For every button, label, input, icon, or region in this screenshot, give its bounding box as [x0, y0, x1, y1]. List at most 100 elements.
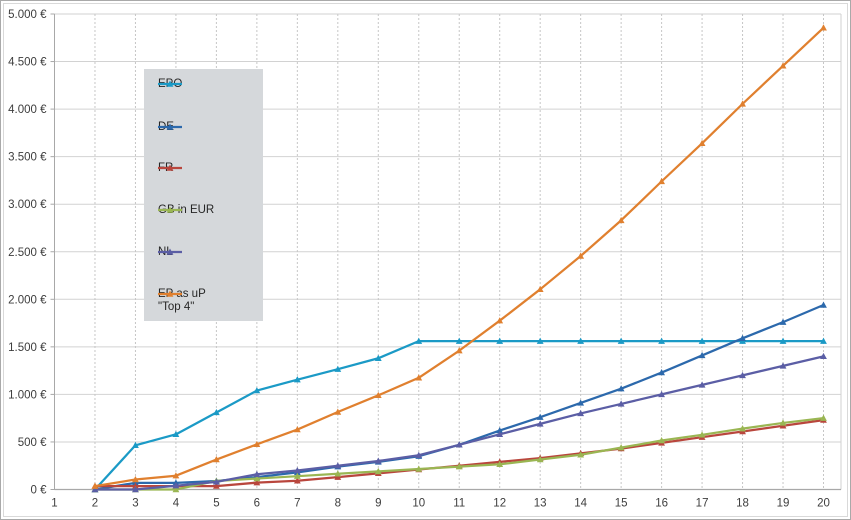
data-point-marker: [132, 482, 139, 489]
y-axis-label: 1.500 €: [8, 342, 47, 354]
legend-label-line: GB in EUR: [158, 204, 215, 216]
y-axis-label: 4.500 €: [8, 57, 47, 69]
x-axis-label: 13: [534, 498, 547, 510]
x-axis-label: 1: [51, 498, 57, 510]
x-axis-label: 20: [817, 498, 830, 510]
y-axis-label: 4.000 €: [8, 104, 47, 116]
data-point-marker: [698, 431, 706, 438]
chart-legend: EPO DE FR GB in EUR NL EP as uP"Top 4": [144, 69, 263, 321]
data-point-marker: [536, 285, 544, 293]
data-point-marker: [166, 123, 174, 130]
data-point-marker: [739, 425, 746, 432]
data-point-marker: [166, 164, 174, 171]
data-point-marker: [334, 470, 342, 477]
legend-key-icon: [158, 123, 182, 130]
data-point-marker: [166, 248, 174, 255]
data-point-marker: [617, 337, 625, 344]
axes: [54, 14, 841, 491]
y-axis-label: 0 €: [31, 485, 48, 497]
legend-item-gb-in-eur: GB in EUR: [158, 204, 214, 217]
data-point-marker: [658, 177, 666, 185]
y-axis-label: 3.500 €: [8, 152, 47, 164]
data-point-marker: [577, 399, 585, 406]
data-point-marker: [820, 352, 827, 360]
data-point-marker: [293, 376, 301, 383]
data-point-marker: [496, 430, 504, 438]
data-point-marker: [617, 400, 625, 407]
legend-key-icon: [158, 290, 182, 297]
series-line: [94, 418, 824, 488]
data-point-marker: [293, 466, 301, 474]
x-axis-label: 9: [375, 498, 381, 510]
data-point-marker: [536, 420, 544, 427]
legend-label-line: "Top 4": [158, 301, 195, 313]
data-point-marker: [698, 139, 706, 147]
data-point-marker: [577, 451, 585, 458]
x-axis-label: 4: [173, 498, 180, 510]
data-point-marker: [334, 408, 342, 415]
x-axis-label: 5: [213, 498, 219, 510]
data-point-marker: [658, 337, 666, 344]
data-point-marker: [617, 444, 625, 451]
legend-item-nl: NL: [158, 246, 182, 259]
data-point-marker: [455, 347, 463, 354]
data-point-marker: [820, 414, 827, 421]
data-point-marker: [212, 482, 220, 489]
x-axis-label: 8: [335, 498, 341, 510]
data-point-marker: [334, 473, 342, 480]
data-point-marker: [172, 472, 180, 479]
y-axis-label: 2.500 €: [8, 247, 47, 259]
data-point-marker: [658, 390, 666, 398]
data-point-marker: [779, 318, 787, 325]
data-point-marker: [253, 475, 261, 482]
data-point-marker: [415, 337, 423, 344]
data-point-marker: [698, 351, 706, 359]
legend-key-icon: [158, 80, 182, 87]
data-point-marker: [820, 24, 827, 31]
y-axis-label: 5.000 €: [8, 9, 47, 21]
legend-item-ep-as-up-top-4: EP as uP "Top 4": [158, 288, 206, 314]
data-point-marker: [253, 479, 261, 486]
data-point-marker: [577, 252, 585, 259]
legend-key-icon: [158, 164, 182, 171]
data-point-marker: [577, 409, 585, 417]
data-point-marker: [374, 354, 382, 361]
data-point-marker: [820, 337, 827, 344]
data-point-marker: [374, 391, 382, 399]
data-point-marker: [739, 100, 746, 107]
x-axis-label: 7: [294, 498, 300, 510]
data-point-marker: [132, 441, 139, 448]
data-point-marker: [166, 80, 174, 87]
data-point-marker: [374, 457, 382, 464]
data-point-marker: [496, 337, 504, 344]
data-point-marker: [132, 486, 139, 493]
data-point-marker: [293, 426, 301, 433]
data-point-marker: [253, 387, 261, 394]
data-point-marker: [172, 482, 180, 489]
legend-key-icon: [158, 248, 182, 255]
data-point-marker: [617, 385, 625, 392]
data-point-marker: [617, 216, 625, 224]
x-axis-label: 16: [655, 498, 668, 510]
legend-item-de: DE: [158, 121, 182, 134]
data-point-marker: [91, 482, 99, 489]
y-axis-label: 500 €: [18, 437, 47, 449]
x-axis-label: 17: [696, 498, 709, 510]
data-point-marker: [739, 371, 746, 379]
data-point-marker: [415, 374, 423, 381]
data-point-marker: [212, 408, 220, 416]
x-axis-label: 6: [254, 498, 260, 510]
data-point-marker: [779, 419, 787, 426]
data-point-marker: [455, 463, 463, 470]
data-point-marker: [212, 456, 220, 463]
data-point-marker: [172, 486, 180, 493]
x-axis-label: 15: [615, 498, 628, 510]
y-axis-label: 3.000 €: [8, 199, 47, 211]
y-axis-label: 1.000 €: [8, 389, 47, 401]
data-point-marker: [739, 334, 746, 341]
data-point-marker: [374, 467, 382, 475]
x-axis-label: 3: [132, 498, 138, 510]
legend-item-epo: EPO: [158, 78, 182, 91]
